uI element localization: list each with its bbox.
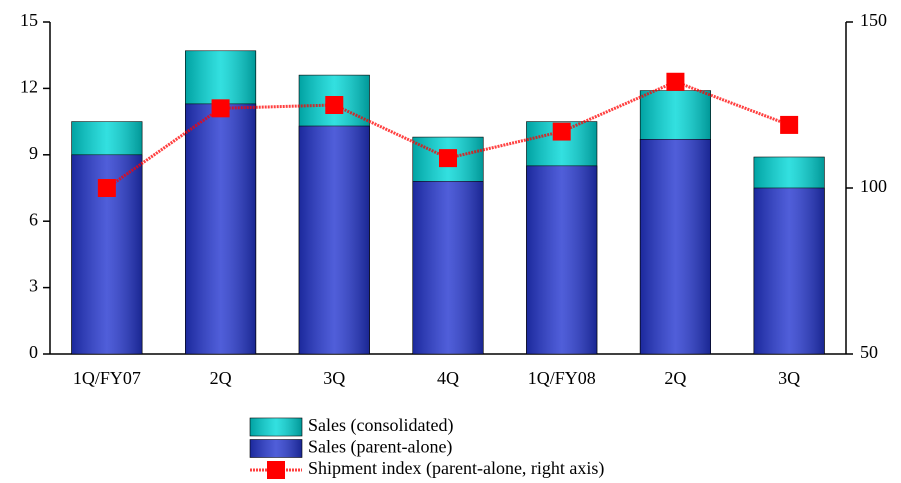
bar-shade [640,139,711,354]
legend-label: Sales (consolidated) [308,415,453,436]
bar-shade [185,103,256,354]
bar-shade [299,126,370,354]
bar-shade [526,165,597,354]
x-tick-label: 3Q [778,368,800,388]
marker [97,179,116,197]
y-tick-label: 6 [29,209,38,229]
y-tick-label: 3 [29,276,38,296]
bar-shade [412,181,484,354]
marker [552,122,571,141]
x-tick-label: 2Q [210,368,232,388]
marker [211,99,230,118]
x-tick-label: 1Q/FY08 [528,368,596,388]
y-tick-label: 0 [29,342,38,362]
marker [325,96,344,114]
y2-tick-label: 50 [860,342,878,362]
x-tick-label: 3Q [323,368,345,388]
x-tick-label: 1Q/FY07 [73,368,141,388]
legend-shade [250,439,302,458]
marker [780,115,799,134]
y-tick-label: 9 [29,143,38,163]
y2-tick-label: 100 [860,176,887,196]
bar-shade [753,188,825,354]
legend-label: Shipment index (parent-alone, right axis… [308,458,604,479]
legend-shade [250,418,302,436]
y2-tick-label: 150 [860,10,887,30]
x-tick-label: 2Q [664,368,686,388]
legend-label: Sales (parent-alone) [308,437,452,458]
x-tick-label: 4Q [437,368,459,388]
marker [666,72,685,91]
marker [439,149,457,168]
y-tick-label: 12 [20,77,38,97]
y-tick-label: 15 [20,10,38,30]
legend-marker [267,461,285,479]
